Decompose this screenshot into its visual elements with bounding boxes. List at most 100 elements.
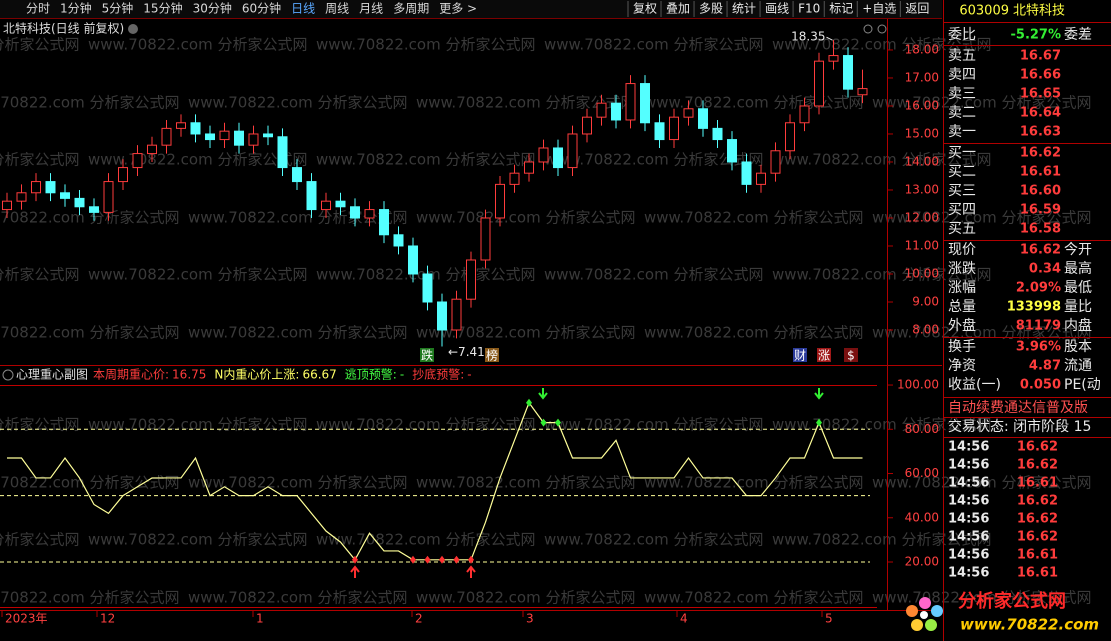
quote-value: 3.96% [1016,340,1061,355]
quote-value: 16.60 [1020,184,1061,199]
quote-field: 流通 [1064,358,1092,374]
x-tick-label: 4 [680,612,688,626]
legend-label: 本周期重心价: [93,368,169,382]
toolbar-button[interactable]: +自选 [862,2,896,16]
quote-label: 卖一 [948,124,976,140]
toolbar-button[interactable]: 标记 [829,2,853,16]
signal-diamond [424,555,431,564]
candle-body [654,122,665,141]
y-tick-label: 15.00 [905,126,939,140]
period-tab[interactable]: 月线 [359,2,383,16]
quote-field: 委差 [1064,27,1092,43]
period-tab[interactable]: 1分钟 [60,1,92,16]
candle-body [422,273,433,303]
toolbar-button[interactable]: 统计 [732,2,756,16]
period-tab[interactable]: 分时 [26,2,50,16]
candle-body [45,181,56,194]
tick-price: 16.62 [1017,530,1058,545]
watermark: www.70822.com 分析家公式网 [644,589,864,607]
signal-diamond [352,555,358,564]
toolbar-button[interactable]: 返回 [905,2,929,16]
candle-body [712,127,723,141]
watermark: www.70822.com 分析家公式网 [0,94,180,112]
candle-body [828,55,839,62]
period-tab[interactable]: 15分钟 [143,1,182,16]
toolbar-button[interactable]: 多股 [699,2,723,16]
watermark: www.70822.com 分析家公式网 [88,266,308,284]
toolbar-button[interactable]: 叠加 [666,2,690,16]
y-tick-label: 14.00 [905,154,939,168]
candle-body [277,136,288,169]
y-tick-label: 20.00 [905,555,939,569]
tick-price: 16.62 [1017,458,1058,473]
candle-body [785,122,795,152]
legend-value: - [400,368,404,382]
y-tick-label: 13.00 [905,182,939,196]
pane-icon[interactable] [2,369,14,381]
bottom-arrow [350,565,360,578]
toolbar-button[interactable]: 复权 [633,2,657,16]
notice: 自动续费通达信普及版 [948,399,1088,416]
event-marker[interactable]: $ [847,349,855,363]
tick-price: 16.61 [1017,476,1058,491]
candle-body [321,200,331,211]
y-tick-label: 60.00 [905,466,939,480]
period-tab[interactable]: 更多 > [439,2,477,16]
signal-diamond [468,555,474,564]
toolbar-button[interactable]: 画线 [765,2,789,16]
candle-body [132,153,143,169]
watermark: www.70822.com 分析家公式网 [0,324,180,342]
watermark: www.70822.com 分析家公式网 [0,474,180,492]
event-marker[interactable]: 跌 [421,348,433,363]
candle-body [698,108,708,129]
logo-center [920,611,928,619]
quote-label: 买三 [948,183,976,199]
event-marker-bg [844,348,858,362]
close-button[interactable] [877,24,887,34]
candle-body [770,150,781,174]
tick-time: 14:56 [948,494,989,509]
stock-code: 603009 [959,4,1009,19]
quote-label: 涨跌 [948,261,976,277]
candle-body [741,161,752,185]
pane-button[interactable] [863,24,873,34]
candle-body [451,298,462,331]
title-icon[interactable] [128,24,138,34]
candle-body [190,122,201,135]
candle-body [103,181,114,213]
quote-value: 4.87 [1029,359,1061,374]
watermark: www.70822.com 分析家公式网 [416,209,636,227]
event-marker[interactable]: 涨 [818,348,830,363]
period-tab[interactable]: 30分钟 [193,1,232,16]
candle-body [466,259,476,300]
candle-body [205,133,215,141]
watermark: www.70822.com 分析家公式网 [188,209,408,227]
candle-body [596,102,607,118]
logo-petal [919,597,931,609]
watermark: www.70822.com 分析家公式网 [872,94,1092,112]
watermark: www.70822.com 分析家公式网 [772,36,992,54]
logo: 分析家公式网 www.70822.com [906,590,1099,634]
event-marker-bg [793,348,807,362]
period-tab[interactable]: 60分钟 [242,1,281,16]
quote-label: 买四 [948,202,976,218]
quote-label: 买二 [948,164,976,180]
watermark: www.70822.com 分析家公式网 [544,151,764,169]
event-marker[interactable]: 榜 [486,348,498,363]
logo-url: www.70822.com [960,616,1099,634]
x-tick-label: 5 [825,612,833,626]
event-marker-bg [420,348,434,362]
period-tab[interactable]: 5分钟 [102,1,134,16]
top-arrow [814,388,824,400]
period-tab[interactable]: 日线 [291,2,315,16]
toolbar [0,0,942,18]
toolbar-button[interactable]: F10 [798,2,820,16]
period-tab[interactable]: 周线 [325,2,349,16]
quote-label: 卖四 [948,67,976,83]
candle-body [234,130,244,146]
period-tab[interactable]: 多周期 [393,2,429,16]
candle-body [118,167,128,183]
event-marker[interactable]: 财 [794,349,806,363]
